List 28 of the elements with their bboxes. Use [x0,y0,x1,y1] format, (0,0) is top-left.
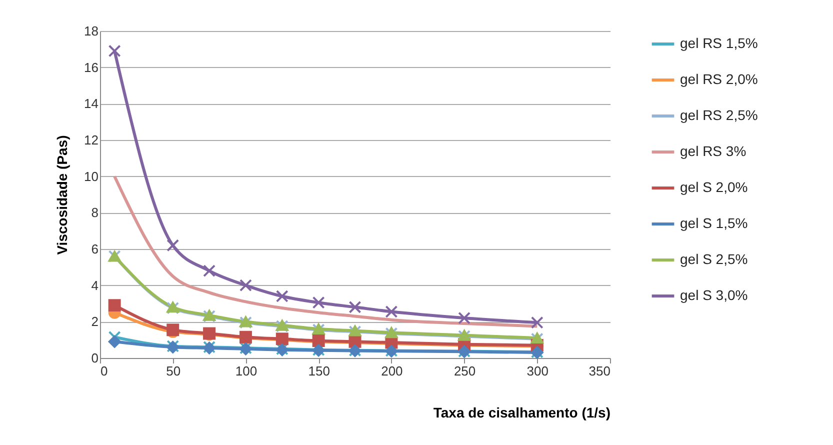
legend-label: gel RS 2,0% [680,71,758,87]
y-tick-label: 14 [84,96,98,112]
x-axis-title: Taxa de cisalhamento (1/s) [433,404,610,420]
legend-label: gel RS 3% [680,143,746,159]
x-tick-label: 350 [588,364,610,378]
y-tick-label: 8 [91,205,98,220]
x-tick-label: 100 [235,364,258,378]
x-tick-label: 300 [526,364,548,378]
y-tick-label: 0 [91,350,98,366]
x-tick-label: 200 [381,364,403,378]
legend-label: gel RS 2,5% [680,107,758,123]
legend-label: gel S 3,0% [680,287,748,303]
x-tick-label: 0 [100,364,108,378]
y-tick-label: 2 [91,314,98,330]
legend-label: gel S 2,5% [680,251,748,267]
y-tick-label: 16 [84,60,98,75]
legend-label: gel RS 1,5% [680,35,758,51]
y-axis-title: Viscosidade (Pas) [54,135,70,255]
y-tick-label: 6 [91,242,98,256]
y-tick-label: 18 [84,24,98,38]
x-tick-label: 50 [166,364,181,378]
y-tick-label: 4 [91,278,98,293]
x-tick-label: 150 [308,364,330,378]
y-tick-label: 10 [84,168,98,184]
y-tick-label: 12 [84,132,98,148]
legend-label: gel S 2,0% [680,179,748,195]
legend-label: gel S 1,5% [680,215,748,231]
x-tick-label: 250 [454,364,476,378]
